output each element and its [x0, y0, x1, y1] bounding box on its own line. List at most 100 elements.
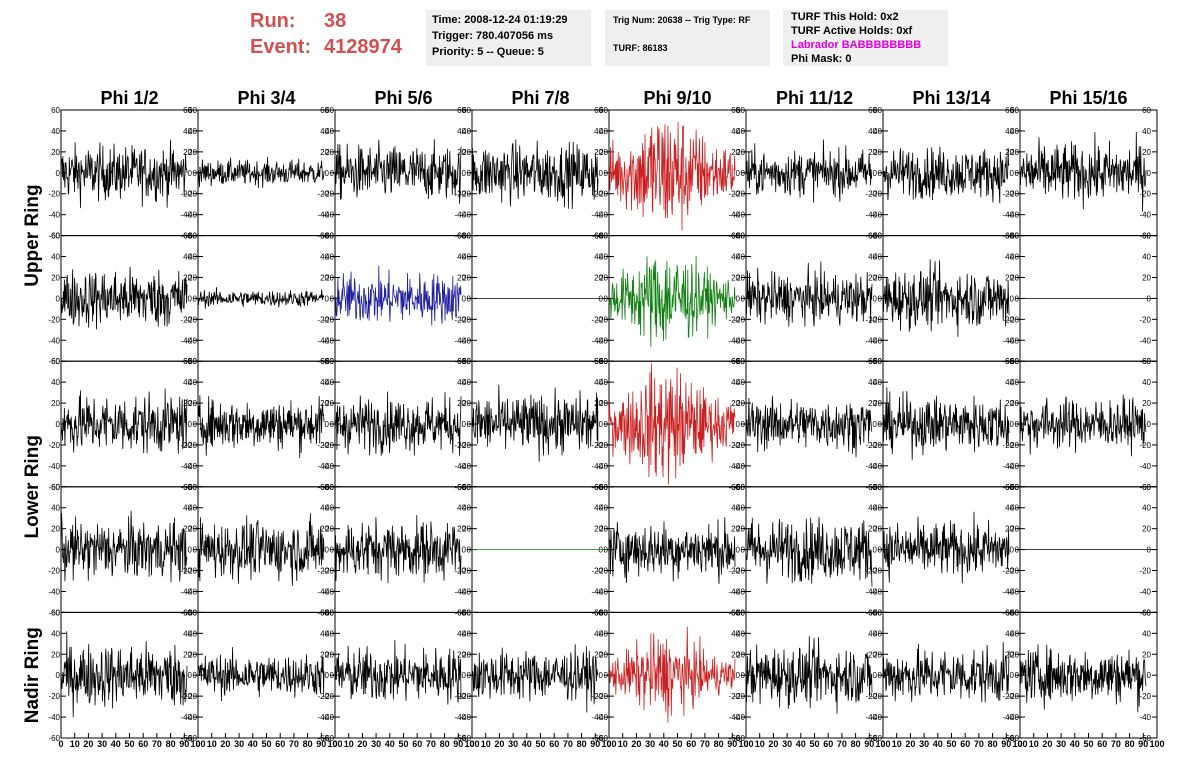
y-tick-label: 60	[325, 608, 334, 617]
y-tick-label: -60	[733, 734, 745, 743]
waveform-trace	[882, 511, 1010, 584]
y-tick-label: 40	[462, 504, 471, 513]
y-tick-label: -40	[1002, 587, 1014, 596]
y-tick-label: 40	[325, 504, 334, 513]
y-tick-label: 40	[51, 629, 60, 638]
waveform-trace	[197, 395, 325, 459]
run-number: 38	[324, 10, 347, 32]
x-tick-label: 0	[743, 739, 748, 749]
waveform-trace	[471, 139, 599, 210]
y-tick-label: -40	[454, 713, 466, 722]
y-tick-label: 0	[1010, 420, 1015, 429]
y-tick-label: 0	[736, 169, 741, 178]
y-tick-label: -20	[180, 190, 192, 199]
y-tick-label: 20	[873, 148, 882, 157]
y-tick-label: 20	[183, 399, 192, 408]
y-tick-label: -60	[1139, 608, 1151, 617]
x-tick-label: 80	[577, 739, 587, 749]
y-tick-label: 20	[1005, 650, 1014, 659]
y-tick-label: 40	[188, 378, 197, 387]
y-tick-label: 40	[183, 504, 192, 513]
y-tick-label: -20	[459, 441, 471, 450]
y-tick-label: 0	[467, 294, 472, 303]
y-tick-label: 0	[736, 294, 741, 303]
row-group-label: Upper Ring	[22, 184, 43, 286]
y-tick-label: 60	[51, 357, 60, 366]
y-tick-label: 20	[1142, 525, 1151, 534]
y-tick-label: 60	[51, 232, 60, 241]
x-tick-label: 90	[179, 739, 189, 749]
y-tick-label: -40	[1007, 713, 1019, 722]
x-tick-label: 70	[837, 739, 847, 749]
y-tick-label: 60	[320, 608, 329, 617]
y-tick-label: -20	[459, 692, 471, 701]
y-tick-label: -60	[733, 483, 745, 492]
y-tick-label: 0	[462, 420, 467, 429]
y-tick-label: 60	[188, 106, 197, 115]
turf-this-hold-text: TURF This Hold: 0x2	[791, 11, 899, 23]
y-tick-label: -60	[870, 734, 882, 743]
y-tick-label: 20	[457, 525, 466, 534]
y-tick-label: 0	[193, 169, 198, 178]
y-tick-label: 0	[873, 420, 878, 429]
x-tick-label: 40	[385, 739, 395, 749]
waveform-grid: Phi 1/2 Phi 3/4 Phi 5/6 Phi 7/8 Phi 9/10 Phi …	[22, 88, 1165, 749]
y-tick-label: -40	[733, 211, 745, 220]
y-tick-label: 0	[56, 546, 61, 555]
y-tick-label: -40	[322, 587, 334, 596]
y-tick-label: -60	[322, 483, 334, 492]
y-tick-label: 60	[325, 106, 334, 115]
y-tick-label: 20	[1142, 273, 1151, 282]
y-tick-label: 20	[325, 525, 334, 534]
y-tick-label: -60	[1139, 483, 1151, 492]
y-tick-label: 60	[1005, 608, 1014, 617]
y-tick-label: -40	[1002, 211, 1014, 220]
y-tick-label: -40	[317, 587, 329, 596]
y-tick-label: 60	[873, 608, 882, 617]
y-tick-label: 40	[188, 253, 197, 262]
x-tick-label: 100	[875, 739, 890, 749]
turf-active-holds-text: TURF Active Holds: 0xf	[791, 25, 913, 37]
y-tick-label: -60	[870, 608, 882, 617]
y-tick-label: 0	[604, 420, 609, 429]
x-tick-label: 10	[1029, 739, 1039, 749]
y-tick-label: -40	[865, 462, 877, 471]
y-tick-label: 20	[736, 273, 745, 282]
y-tick-label: 20	[188, 399, 197, 408]
waveform-trace	[745, 516, 873, 587]
waveform-trace	[197, 287, 325, 309]
y-tick-label: 0	[736, 671, 741, 680]
y-tick-label: 20	[599, 273, 608, 282]
x-tick-label: 30	[919, 739, 929, 749]
y-tick-label: 40	[462, 378, 471, 387]
y-tick-label: 0	[604, 546, 609, 555]
y-tick-label: -60	[733, 608, 745, 617]
y-tick-label: -40	[180, 713, 192, 722]
x-tick-label: 70	[700, 739, 710, 749]
y-tick-label: 60	[736, 357, 745, 366]
x-tick-label: 90	[727, 739, 737, 749]
y-tick-label: 20	[873, 525, 882, 534]
y-tick-label: 60	[873, 483, 882, 492]
y-tick-label: -20	[591, 190, 603, 199]
x-tick-label: 60	[275, 739, 285, 749]
y-tick-label: 60	[731, 106, 740, 115]
y-tick-label: -40	[459, 713, 471, 722]
x-tick-label: 90	[316, 739, 326, 749]
y-tick-label: 0	[467, 671, 472, 680]
y-tick-label: 0	[193, 546, 198, 555]
y-tick-label: 60	[1142, 608, 1151, 617]
y-tick-label: -60	[454, 483, 466, 492]
waveform-trace	[745, 261, 873, 327]
y-tick-label: 60	[599, 483, 608, 492]
y-tick-label: 20	[462, 399, 471, 408]
y-tick-label: 20	[1142, 399, 1151, 408]
x-tick-label: 100	[190, 739, 205, 749]
y-tick-label: 40	[51, 378, 60, 387]
y-tick-label: 0	[741, 671, 746, 680]
row-group-label: Lower Ring	[22, 435, 43, 538]
y-tick-label: -20	[728, 441, 740, 450]
y-tick-label: 0	[1147, 294, 1152, 303]
y-tick-label: -60	[48, 232, 60, 241]
y-tick-label: -20	[1139, 190, 1151, 199]
